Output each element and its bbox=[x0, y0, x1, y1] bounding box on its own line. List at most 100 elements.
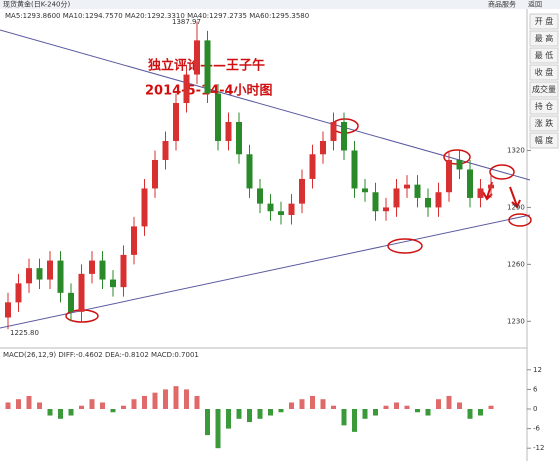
macd-bar bbox=[194, 395, 200, 409]
macd-bar bbox=[299, 399, 305, 409]
candle-body bbox=[99, 260, 106, 280]
candle-body bbox=[320, 140, 326, 155]
candle-body bbox=[414, 184, 421, 198]
candle-body bbox=[225, 122, 232, 141]
candle-body bbox=[435, 192, 442, 208]
macd-bar bbox=[163, 389, 168, 409]
candle-body bbox=[404, 184, 410, 189]
candle-body bbox=[267, 203, 274, 212]
macd-bar bbox=[404, 405, 410, 409]
sidebar-label: 成交量 bbox=[532, 84, 556, 94]
candle-body bbox=[362, 188, 368, 193]
macd-bar bbox=[362, 409, 368, 419]
macd-bar bbox=[478, 409, 483, 416]
candle-body bbox=[183, 74, 190, 104]
header-bar bbox=[0, 0, 560, 9]
sidebar-button[interactable] bbox=[529, 81, 559, 98]
macd-bar bbox=[142, 395, 147, 409]
trend-line bbox=[0, 214, 531, 329]
macd-bar bbox=[184, 389, 189, 409]
candle-body bbox=[68, 292, 74, 312]
macd-bar bbox=[247, 409, 252, 423]
y-tick-label: 12 bbox=[533, 366, 542, 374]
sidebar-button[interactable] bbox=[529, 132, 559, 149]
candle-body bbox=[36, 268, 43, 280]
candle-body bbox=[236, 122, 242, 155]
arrow bbox=[509, 186, 521, 209]
y-tick-label: 0 bbox=[533, 405, 537, 413]
macd-bar bbox=[446, 395, 452, 409]
candle-body bbox=[383, 207, 389, 212]
macd-bar bbox=[110, 409, 116, 413]
sidebar-label: 最 高 bbox=[535, 33, 554, 43]
macd-bar bbox=[278, 409, 284, 413]
macd-bar bbox=[68, 409, 74, 416]
macd-bar bbox=[215, 409, 221, 449]
candle-body bbox=[351, 150, 358, 189]
macd-bar bbox=[205, 409, 210, 436]
macd-bar bbox=[100, 402, 105, 409]
header-link[interactable]: 返回 bbox=[528, 1, 542, 9]
sidebar-label: 收 盘 bbox=[535, 67, 554, 77]
candle-body bbox=[309, 154, 316, 179]
macd-bar bbox=[173, 386, 179, 409]
macd-bar bbox=[457, 402, 462, 409]
y-tick-label: 1290 bbox=[507, 203, 525, 211]
sidebar-button[interactable] bbox=[529, 47, 559, 64]
macd-bar bbox=[47, 409, 53, 416]
macd-bar bbox=[121, 405, 126, 409]
candle-body bbox=[425, 197, 431, 208]
candle-body bbox=[288, 203, 295, 216]
macd-bar bbox=[89, 399, 95, 409]
candle-body bbox=[47, 260, 53, 280]
candle-body bbox=[152, 159, 158, 189]
candle-body bbox=[215, 93, 221, 141]
candle-body bbox=[488, 184, 494, 189]
macd-bar bbox=[394, 402, 399, 409]
sidebar-button[interactable] bbox=[529, 98, 559, 115]
sidebar-label: 幅 度 bbox=[535, 135, 554, 145]
y-tick-label: 6 bbox=[533, 385, 538, 393]
macd-bar bbox=[152, 392, 158, 409]
candle-body bbox=[330, 122, 337, 141]
candle-body bbox=[257, 188, 263, 204]
sidebar-button[interactable] bbox=[529, 13, 559, 30]
candle-body bbox=[162, 140, 169, 160]
candle-body bbox=[57, 260, 64, 293]
sidebar-button[interactable] bbox=[529, 115, 559, 132]
header-link[interactable]: 商品服务 bbox=[488, 0, 516, 9]
macd-bar bbox=[331, 405, 336, 409]
macd-bar bbox=[467, 409, 473, 419]
macd-bar bbox=[352, 409, 357, 432]
macd-bar bbox=[488, 405, 494, 409]
macd-bar bbox=[26, 395, 32, 409]
macd-bar bbox=[236, 409, 242, 419]
candle-body bbox=[456, 159, 463, 170]
candle-body bbox=[341, 122, 347, 151]
macd-bar bbox=[320, 399, 326, 409]
sidebar-label: 涨 跌 bbox=[535, 118, 554, 128]
sidebar-button[interactable] bbox=[529, 30, 559, 47]
candle-body bbox=[5, 302, 11, 318]
header-title: 现货黄金(日K-240分) bbox=[3, 0, 70, 9]
sidebar-label: 持 仓 bbox=[535, 101, 554, 111]
macd-bar bbox=[268, 409, 273, 416]
circle bbox=[387, 238, 423, 254]
legend-text: MA5:1293.8600 MA10:1294.7570 MA20:1292.3… bbox=[5, 12, 309, 20]
candle-body bbox=[246, 154, 253, 189]
macd-bar bbox=[383, 405, 389, 409]
y-tick-label: 1230 bbox=[507, 317, 525, 325]
sidebar-button[interactable] bbox=[529, 64, 559, 81]
low-label: 1225.80 bbox=[10, 329, 39, 337]
y-tick-label: -6 bbox=[533, 425, 541, 433]
macd-bar bbox=[16, 399, 21, 409]
macd-bar bbox=[79, 405, 84, 409]
candle-body bbox=[299, 178, 305, 204]
candle-body bbox=[120, 254, 127, 288]
candle-body bbox=[173, 103, 179, 141]
candle-body bbox=[89, 260, 95, 274]
candle-body bbox=[467, 169, 473, 198]
macd-bar bbox=[310, 395, 315, 409]
candle-body bbox=[204, 40, 211, 94]
